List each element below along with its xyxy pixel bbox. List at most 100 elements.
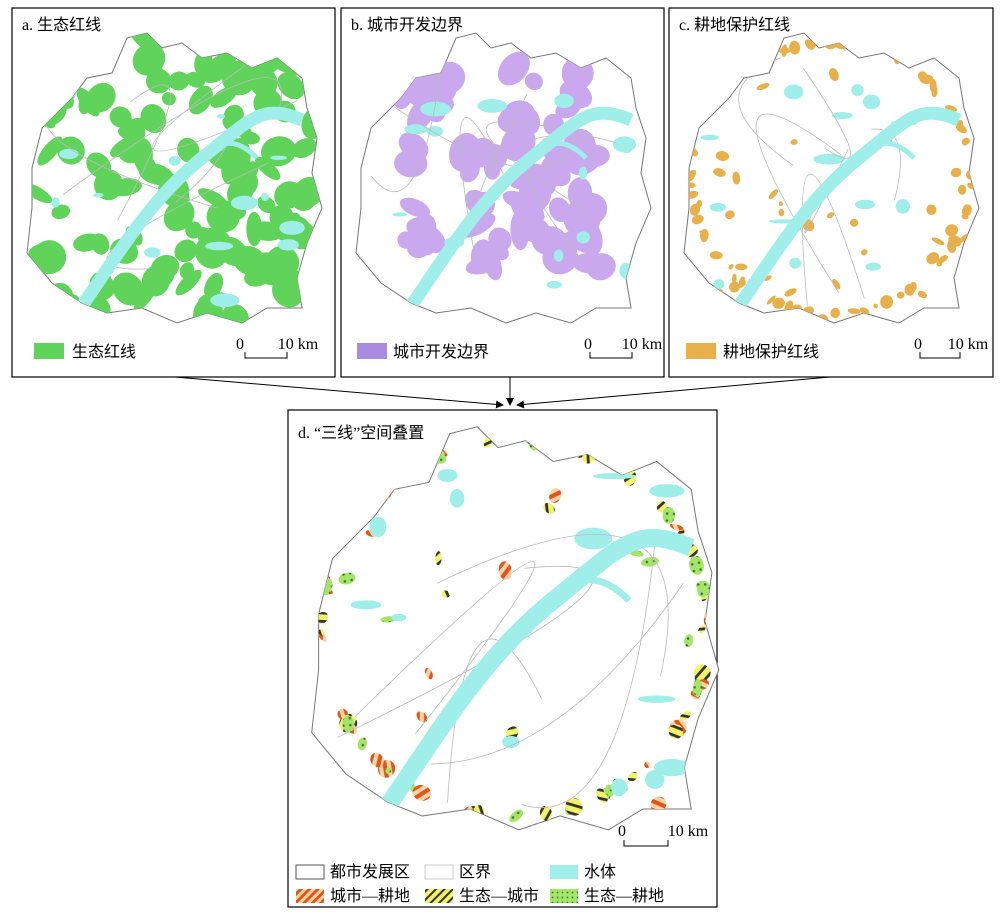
district-boundary: [460, 117, 507, 263]
water-body: [59, 148, 79, 160]
legend-label: 城市—耕地: [330, 887, 410, 905]
scale-bar: [244, 352, 288, 359]
land-patch: [698, 625, 706, 634]
panel-b: b. 城市开发边界 城市开发边界 0 10 km: [340, 7, 665, 378]
land-patch: [950, 167, 962, 178]
scale-bar: [623, 840, 669, 847]
land-patch: [740, 279, 746, 287]
land-patch: [715, 151, 730, 161]
land-patch: [78, 92, 93, 115]
land-patch: [460, 160, 480, 183]
water-body: [709, 202, 727, 212]
water-body: [144, 247, 161, 258]
land-patch: [406, 217, 436, 239]
land-patch: [896, 291, 905, 299]
legend-label: 区界: [459, 863, 491, 881]
map: [684, 32, 981, 329]
panel-title: b. 城市开发边界: [351, 16, 463, 34]
land-patch: [510, 210, 530, 251]
water-body: [369, 516, 387, 538]
land-patch: [860, 249, 868, 256]
land-patch: [399, 197, 431, 218]
land-patch: [959, 233, 970, 243]
land-patch: [830, 307, 841, 319]
district-boundary: [756, 114, 842, 293]
river: [733, 106, 962, 310]
land-patch: [32, 240, 67, 275]
land-patch: [956, 119, 964, 131]
legend-label: 生态—城市: [459, 887, 539, 905]
water-body: [391, 613, 407, 622]
land-patch: [109, 106, 132, 128]
land-patch: [225, 236, 251, 265]
scale-label: 10 km: [278, 336, 319, 353]
river: [405, 106, 634, 310]
land-patch: [728, 281, 741, 293]
river-branch: [210, 140, 259, 160]
land-patch: [385, 766, 392, 774]
land-patch: [756, 82, 770, 91]
land-patch: [161, 92, 176, 106]
legend-swatch: [357, 343, 387, 359]
district-boundary: [802, 174, 864, 306]
water-body: [392, 212, 408, 217]
water-body: [854, 199, 876, 210]
land-patch: [539, 805, 553, 821]
scale-label: 0: [236, 336, 244, 353]
land-patch: [524, 72, 543, 91]
land-patch: [51, 204, 71, 220]
land-patch: [246, 211, 263, 247]
water-body: [851, 84, 864, 96]
water-body: [205, 241, 234, 251]
water-body: [277, 239, 299, 251]
water-body: [270, 155, 288, 160]
land-patch: [509, 809, 524, 823]
land-patch: [961, 137, 970, 146]
water-body: [420, 101, 452, 117]
water-body: [168, 155, 181, 166]
water-body: [546, 280, 562, 289]
water-body: [611, 778, 627, 797]
land-patch: [732, 171, 741, 185]
arrow: [174, 376, 504, 409]
land-patch: [435, 551, 442, 566]
scale-label: 10 km: [948, 336, 989, 353]
land-patch: [73, 233, 101, 252]
land-patch: [947, 245, 954, 251]
water-body: [832, 112, 853, 120]
scale-label: 0: [584, 336, 592, 353]
land-patch: [318, 629, 325, 636]
land-patch: [828, 68, 839, 82]
land-patch: [86, 82, 116, 113]
scale-bar: [919, 352, 961, 359]
water-body: [502, 735, 520, 749]
land-patch: [699, 230, 708, 237]
land-patch: [140, 104, 167, 133]
district-boundary: [371, 59, 442, 191]
land-patch: [644, 761, 651, 769]
legend-label: 生态红线: [72, 343, 136, 361]
water-body: [210, 293, 240, 308]
land-patch: [152, 261, 175, 288]
land-patch: [543, 502, 555, 514]
river-branch: [867, 140, 916, 160]
land-patch: [859, 307, 870, 315]
river-branch: [564, 576, 632, 603]
land-patch: [422, 76, 457, 105]
land-patch: [905, 285, 917, 293]
land-patch: [784, 288, 797, 297]
map-content: [315, 426, 719, 823]
land-patch: [550, 165, 571, 187]
legend-label: 城市开发边界: [393, 343, 489, 361]
scale-label: 0: [914, 336, 922, 353]
land-patch: [163, 199, 195, 232]
land-patch: [249, 67, 278, 98]
land-patch: [917, 290, 928, 299]
land-patch: [662, 506, 675, 524]
legend-swatch: [425, 889, 453, 903]
land-patch: [945, 224, 959, 237]
land-patch: [778, 209, 785, 217]
land-patch: [937, 255, 948, 264]
land-patch: [693, 664, 711, 682]
